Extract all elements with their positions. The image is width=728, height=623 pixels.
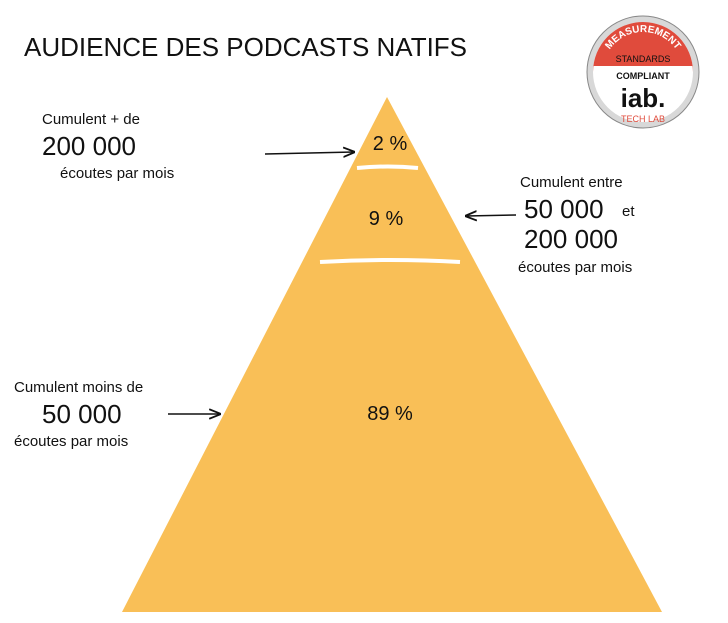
badge: MEASUREMENT STANDARDS COMPLIANT iab. TEC…: [586, 15, 700, 129]
badge-logo: iab.: [621, 83, 666, 113]
share: 2 %: [373, 133, 408, 155]
label-intro: Cumulent + de: [42, 111, 140, 128]
arrow: [466, 215, 517, 216]
label-amount: 50 000: [524, 194, 604, 224]
label-joiner: et: [622, 203, 635, 220]
label-amount: 200 000: [524, 224, 618, 254]
badge-sub: TECH LAB: [621, 114, 665, 124]
label-unit: écoutes par mois: [518, 259, 632, 276]
share: 89 %: [367, 403, 413, 425]
badge-middle: STANDARDS: [616, 54, 671, 64]
label-unit: écoutes par mois: [60, 165, 174, 182]
label-intro: Cumulent moins de: [14, 379, 143, 396]
separator: [356, 164, 419, 170]
share: 9 %: [369, 208, 404, 230]
separator: [319, 258, 461, 264]
arrow: [264, 152, 354, 154]
title: AUDIENCE DES PODCASTS NATIFS: [24, 32, 467, 62]
label-amount: 200 000: [42, 131, 136, 161]
pyramid: [122, 97, 662, 612]
label-unit: écoutes par mois: [14, 433, 128, 450]
label-intro: Cumulent entre: [520, 174, 623, 191]
badge-bottom: COMPLIANT: [616, 71, 670, 81]
label-amount: 50 000: [42, 399, 122, 429]
